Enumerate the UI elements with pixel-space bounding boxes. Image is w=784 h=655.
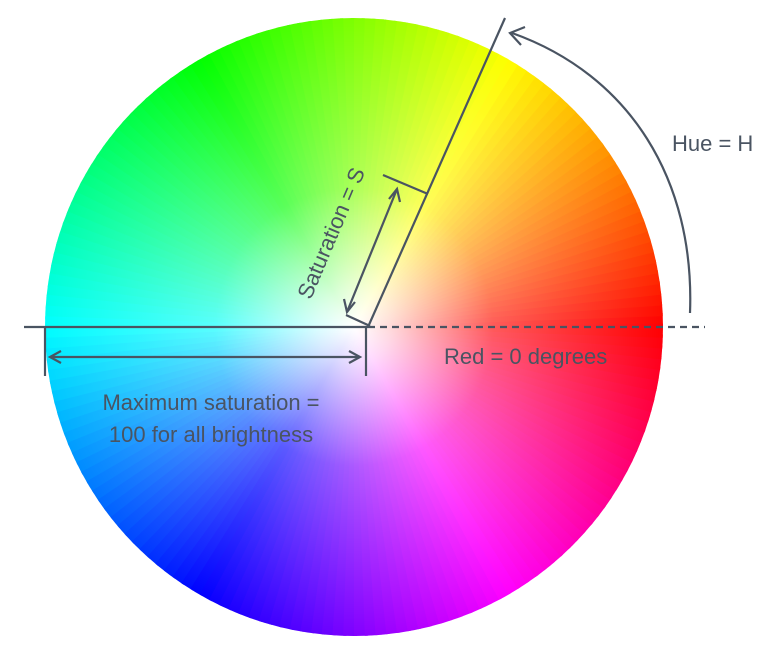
hue-label: Hue = H: [672, 131, 753, 156]
max-saturation-left-arrowhead: [47, 350, 62, 364]
max-saturation-label-line1: Maximum saturation =: [102, 390, 319, 415]
hue-arc: [511, 31, 692, 314]
max-saturation-label-line2: 100 for all brightness: [109, 422, 313, 447]
saturation-dimension-line: [345, 188, 399, 313]
saturation-tick-inner: [345, 314, 371, 327]
hue-arrowhead: [508, 25, 526, 46]
red-zero-degrees-label: Red = 0 degrees: [444, 344, 607, 369]
annotations: [24, 17, 705, 376]
saturation-inner-arrowhead: [342, 298, 356, 315]
saturation-outer-arrowhead: [388, 186, 402, 203]
hue-radius-line: [366, 17, 507, 328]
color-wheel: [45, 18, 663, 636]
saturation-tick-outer: [382, 173, 429, 196]
max-saturation-right-arrowhead: [348, 350, 363, 364]
